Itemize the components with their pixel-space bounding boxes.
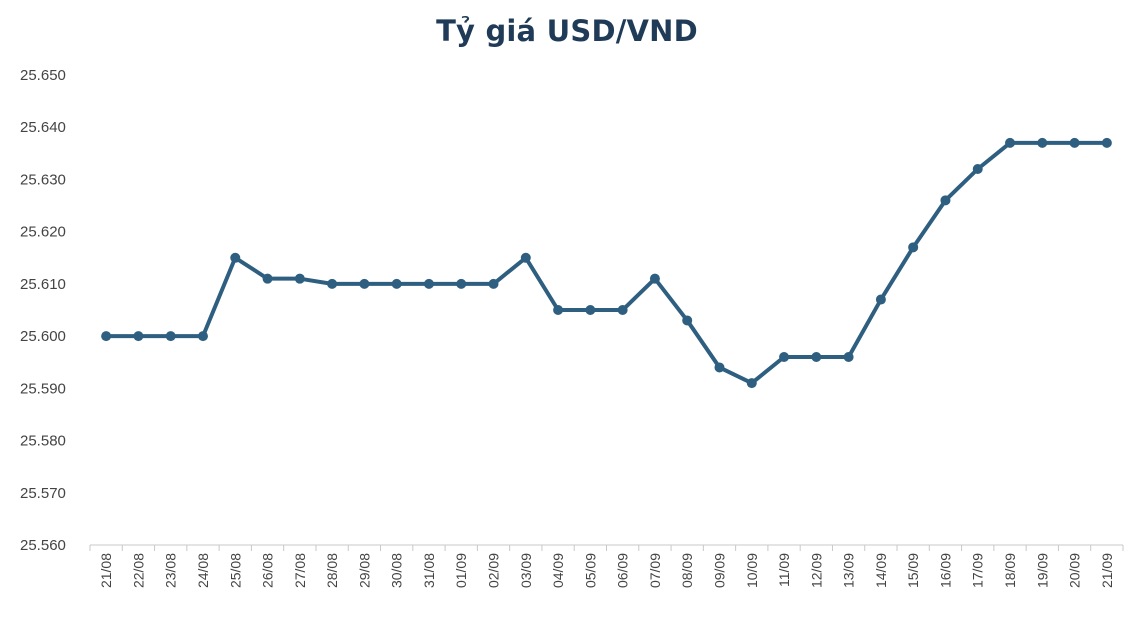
- data-point: [908, 242, 919, 253]
- data-point: [649, 273, 660, 284]
- data-point: [843, 352, 854, 362]
- x-tick-label: 12/09: [808, 553, 824, 588]
- x-tick-label: 05/09: [582, 553, 598, 588]
- data-point: [520, 252, 531, 263]
- x-tick-label: 15/09: [905, 553, 921, 588]
- data-point: [972, 164, 983, 174]
- x-tick-label: 18/09: [1002, 553, 1018, 588]
- x-tick-label: 20/09: [1067, 553, 1083, 588]
- y-axis-labels: 25.560 25.570 25.580 25.590 25.600 25.610 25.6…: [20, 67, 66, 554]
- y-tick-label: 25.600: [20, 328, 66, 345]
- chart-title: Tỷ giá USD/VND: [436, 14, 698, 48]
- data-point: [230, 252, 241, 263]
- x-tick-label: 04/09: [550, 553, 566, 588]
- x-tick-label: 22/08: [130, 553, 146, 588]
- data-point: [1005, 137, 1016, 148]
- x-tick-label: 03/09: [518, 553, 534, 588]
- data-point: [391, 278, 402, 289]
- data-point: [940, 195, 951, 206]
- x-tick-label: 21/08: [98, 553, 114, 588]
- data-point: [327, 278, 338, 289]
- data-point: [133, 331, 144, 342]
- data-point: [746, 378, 757, 389]
- y-tick-label: 25.630: [20, 171, 66, 188]
- x-tick-label: 07/09: [647, 553, 663, 588]
- x-tick-label: 23/08: [163, 553, 179, 588]
- x-tick-label: 09/09: [711, 553, 727, 588]
- x-axis-labels: 21/08 22/08 23/08 24/08 25/08 26/08 27/08 28/08…: [98, 553, 1115, 588]
- y-tick-label: 25.590: [20, 380, 66, 397]
- data-point: [779, 352, 790, 362]
- data-point: [1101, 137, 1112, 148]
- series-line: [104, 140, 1109, 386]
- x-tick-label: 17/09: [970, 553, 986, 588]
- data-point: [553, 305, 564, 315]
- x-tick-label: 21/09: [1099, 553, 1115, 588]
- x-tick-label: 26/08: [260, 553, 276, 588]
- x-tick-label: 31/08: [421, 553, 437, 588]
- y-tick-label: 25.650: [20, 67, 66, 84]
- y-tick-label: 25.570: [20, 485, 66, 502]
- x-tick-label: 28/08: [324, 553, 340, 588]
- x-tick-label: 19/09: [1034, 553, 1050, 588]
- y-tick-label: 25.610: [20, 276, 66, 293]
- data-point: [682, 315, 693, 326]
- x-tick-label: 06/09: [615, 553, 631, 588]
- x-axis: [89, 544, 1124, 551]
- series-layer: [101, 137, 1112, 389]
- y-tick-label: 25.640: [20, 119, 66, 136]
- x-tick-label: 10/09: [744, 553, 760, 588]
- data-point: [101, 331, 112, 342]
- x-tick-label: 25/08: [227, 553, 243, 588]
- x-tick-label: 27/08: [292, 553, 308, 588]
- x-tick-label: 29/08: [356, 553, 372, 588]
- data-point: [875, 294, 886, 305]
- x-tick-label: 30/08: [389, 553, 405, 588]
- data-point: [165, 331, 176, 342]
- y-tick-label: 25.560: [20, 537, 66, 554]
- data-point: [359, 278, 370, 289]
- y-tick-label: 25.580: [20, 433, 66, 450]
- data-point: [1069, 137, 1080, 148]
- data-point: [262, 273, 273, 284]
- x-tick-label: 14/09: [873, 553, 889, 588]
- x-tick-label: 02/09: [486, 553, 502, 588]
- data-point: [585, 305, 596, 315]
- data-point: [294, 273, 305, 284]
- x-tick-label: 01/09: [453, 553, 469, 588]
- data-point: [617, 305, 628, 315]
- x-tick-label: 13/09: [841, 553, 857, 588]
- data-point: [197, 331, 208, 342]
- x-tick-label: 24/08: [195, 553, 211, 588]
- y-tick-label: 25.620: [20, 224, 66, 241]
- data-point: [423, 278, 434, 289]
- data-point: [456, 278, 467, 289]
- data-point: [811, 352, 822, 362]
- x-tick-label: 11/09: [776, 553, 792, 587]
- x-tick-label: 08/09: [679, 553, 695, 588]
- x-tick-label: 16/09: [937, 553, 953, 588]
- data-point: [714, 362, 725, 373]
- data-point: [1037, 137, 1048, 148]
- data-point: [488, 278, 499, 289]
